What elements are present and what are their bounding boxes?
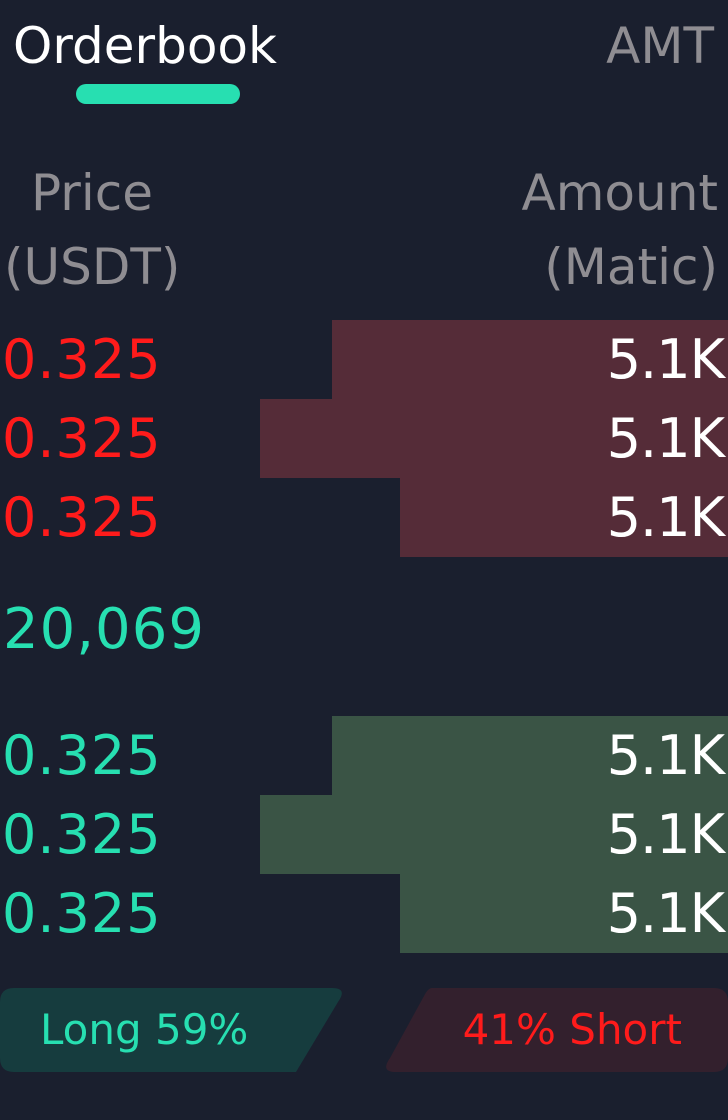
active-tab-indicator (76, 84, 240, 104)
short-ratio-badge[interactable]: 41% Short (382, 988, 728, 1072)
bid-price: 0.325 (2, 882, 162, 945)
ask-depth-bar (331, 320, 728, 399)
bid-row[interactable]: 0.325 5.1K (0, 716, 728, 795)
ask-row[interactable]: 0.325 5.1K (0, 320, 728, 399)
bid-depth-bar (399, 874, 728, 953)
ask-price: 0.325 (2, 328, 162, 391)
mid-price: 20,069 (3, 597, 205, 662)
price-column-header: Price (USDT) (4, 156, 180, 304)
bid-row[interactable]: 0.325 5.1K (0, 795, 728, 874)
tab-orderbook[interactable]: Orderbook (13, 17, 277, 75)
price-header-label: Price (31, 164, 153, 222)
short-ratio-shape (386, 988, 728, 1072)
ask-row[interactable]: 0.325 5.1K (0, 478, 728, 557)
bid-amount: 5.1K (606, 882, 725, 945)
long-ratio-badge[interactable]: Long 59% (0, 988, 346, 1072)
bids-list: 0.325 5.1K 0.325 5.1K 0.325 5.1K (0, 716, 728, 953)
bid-depth-bar (259, 795, 728, 874)
ask-row[interactable]: 0.325 5.1K (0, 399, 728, 478)
long-ratio-shape (0, 988, 342, 1072)
bid-depth-bar (331, 716, 728, 795)
ask-price: 0.325 (2, 486, 162, 549)
long-ratio-label: Long 59% (40, 1005, 249, 1054)
bid-amount: 5.1K (606, 724, 725, 787)
tab-amt[interactable]: AMT (606, 17, 714, 75)
ask-price: 0.325 (2, 407, 162, 470)
bid-price: 0.325 (2, 803, 162, 866)
ask-depth-bar (399, 478, 728, 557)
ask-amount: 5.1K (606, 328, 725, 391)
amount-column-header: Amount (Matic) (522, 156, 718, 304)
bid-row[interactable]: 0.325 5.1K (0, 874, 728, 953)
ask-amount: 5.1K (606, 486, 725, 549)
amount-header-label: Amount (521, 164, 718, 222)
bid-amount: 5.1K (606, 803, 725, 866)
ask-depth-bar (259, 399, 728, 478)
ask-amount: 5.1K (606, 407, 725, 470)
price-header-unit: (USDT) (4, 238, 181, 296)
asks-list: 0.325 5.1K 0.325 5.1K 0.325 5.1K (0, 320, 728, 557)
amount-header-unit: (Matic) (544, 238, 718, 296)
short-ratio-label: 41% Short (462, 1005, 682, 1054)
bid-price: 0.325 (2, 724, 162, 787)
orderbook-tabs: Orderbook AMT (0, 0, 728, 110)
